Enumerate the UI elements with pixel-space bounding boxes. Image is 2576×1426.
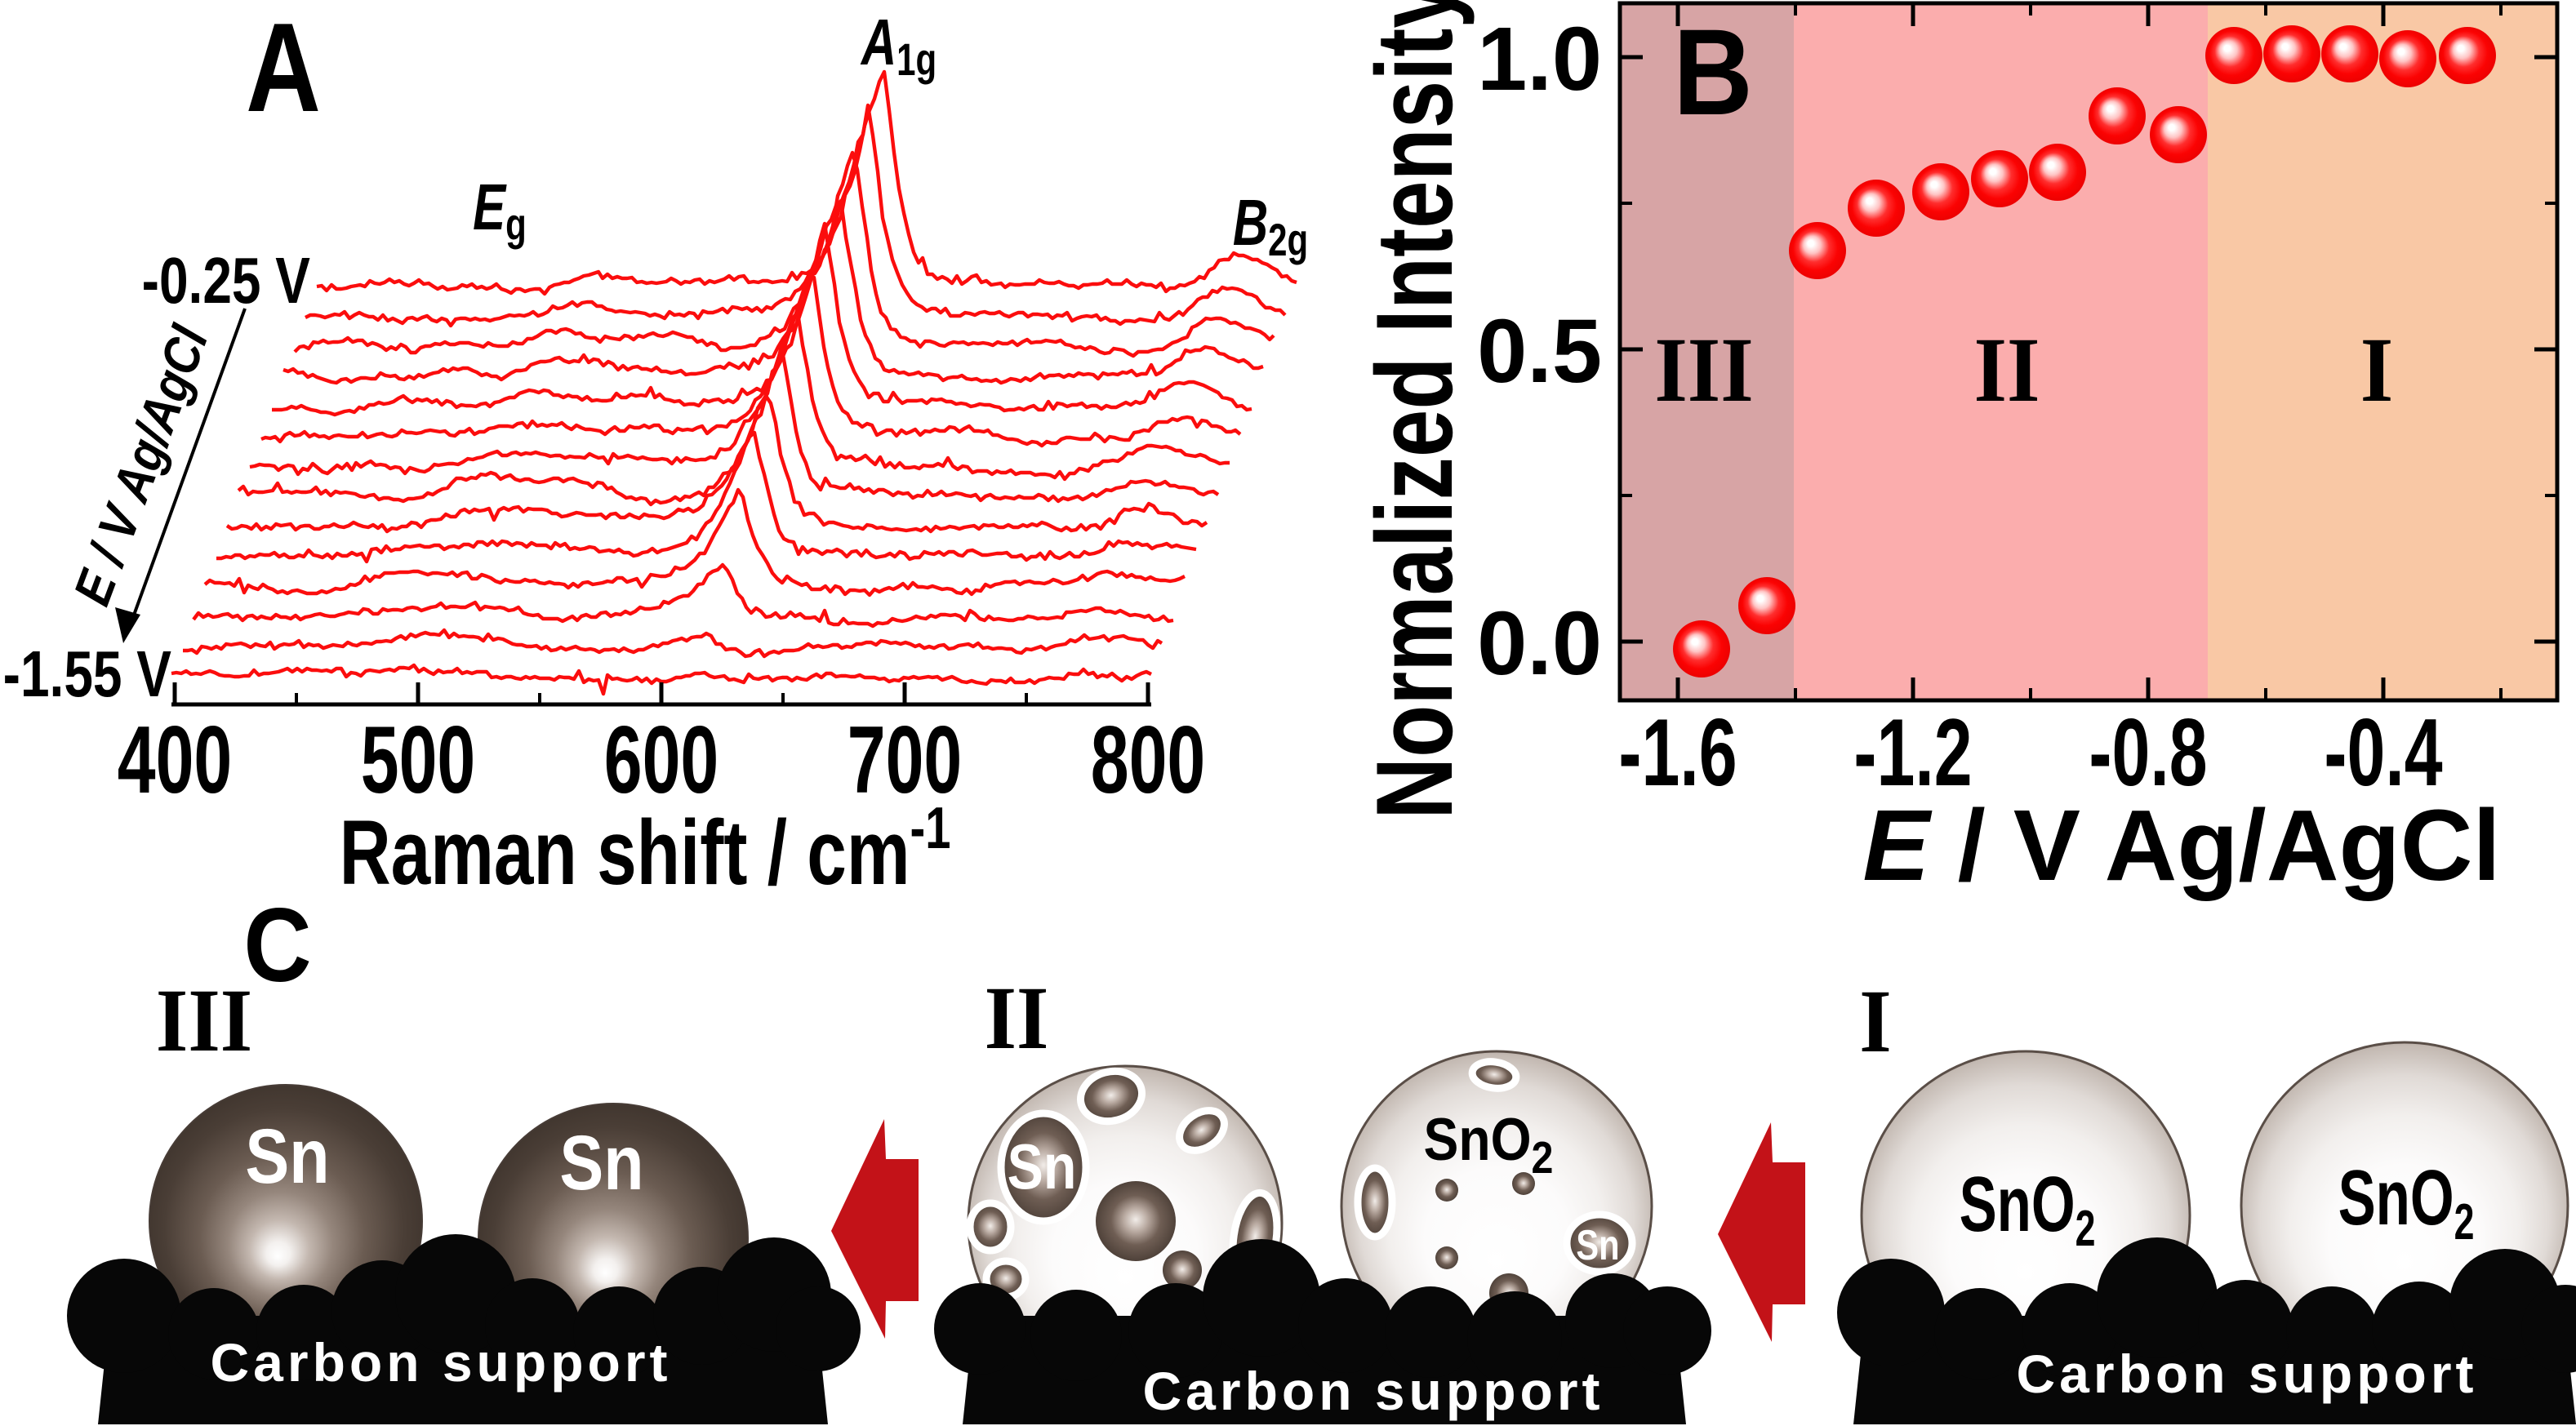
svg-text:0.0: 0.0 xyxy=(1477,593,1602,694)
svg-text:SnO2: SnO2 xyxy=(2338,1153,2475,1251)
svg-text:-0.25 V: -0.25 V xyxy=(142,244,310,317)
svg-text:-1.6: -1.6 xyxy=(1618,699,1737,806)
svg-text:Carbon support: Carbon support xyxy=(1143,1361,1604,1421)
svg-text:Eg: Eg xyxy=(473,171,527,251)
svg-text:SnO2: SnO2 xyxy=(1960,1160,2096,1257)
svg-text:III: III xyxy=(1654,319,1753,421)
svg-text:I: I xyxy=(2360,319,2393,421)
svg-text:II: II xyxy=(1974,319,2040,421)
svg-text:Sn: Sn xyxy=(1008,1131,1077,1202)
svg-text:I: I xyxy=(1859,971,1891,1071)
svg-text:E / V Ag/AgCl: E / V Ag/AgCl xyxy=(1862,790,2500,902)
svg-text:600: 600 xyxy=(604,706,719,813)
svg-text:Sn: Sn xyxy=(245,1113,329,1200)
svg-text:0.5: 0.5 xyxy=(1477,301,1602,402)
svg-text:400: 400 xyxy=(118,706,233,813)
svg-text:1.0: 1.0 xyxy=(1477,9,1602,109)
svg-text:Carbon support: Carbon support xyxy=(211,1332,672,1393)
svg-text:Normalized Intensity: Normalized Intensity xyxy=(1355,0,1475,820)
svg-text:B2g: B2g xyxy=(1233,186,1308,266)
svg-text:A1g: A1g xyxy=(860,6,937,86)
svg-text:-0.4: -0.4 xyxy=(2324,699,2442,806)
svg-text:III: III xyxy=(156,971,252,1070)
svg-text:C: C xyxy=(243,886,311,1003)
svg-text:-0.8: -0.8 xyxy=(2089,699,2207,806)
svg-text:800: 800 xyxy=(1091,706,1206,813)
svg-text:B: B xyxy=(1673,4,1752,140)
svg-text:Carbon support: Carbon support xyxy=(2017,1344,2478,1404)
svg-text:-1.2: -1.2 xyxy=(1853,699,1972,806)
svg-text:500: 500 xyxy=(361,706,476,813)
svg-text:II: II xyxy=(985,968,1049,1068)
svg-text:Sn: Sn xyxy=(559,1119,643,1206)
svg-text:Sn: Sn xyxy=(1576,1221,1619,1269)
svg-text:-1.55 V: -1.55 V xyxy=(3,637,171,710)
svg-text:Raman shift / cm-1: Raman shift / cm-1 xyxy=(340,795,951,904)
svg-text:700: 700 xyxy=(848,706,963,813)
svg-text:A: A xyxy=(246,0,321,139)
